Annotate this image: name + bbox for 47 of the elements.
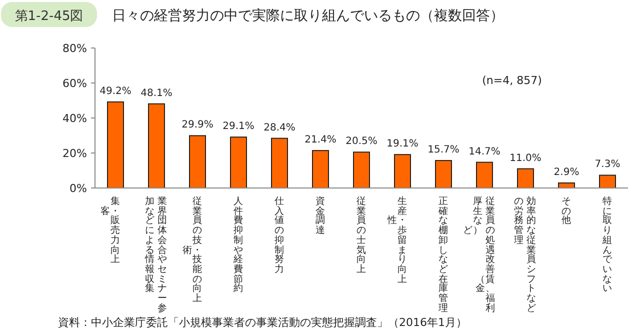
data-label: 21.4% <box>304 134 336 146</box>
bar <box>353 152 370 188</box>
data-label: 29.9% <box>182 120 214 131</box>
bar <box>435 160 452 188</box>
y-tick-label: 80% <box>62 42 87 55</box>
data-label: 20.5% <box>346 136 378 148</box>
figure-number: 第1-2-45図 <box>1 2 97 27</box>
y-tick-label: 20% <box>62 147 87 160</box>
chart-title: 日々の経営努力の中で実際に取り組んでいるもの（複数回答） <box>112 8 504 24</box>
bar <box>599 174 616 188</box>
data-label: 2.9% <box>554 166 580 178</box>
category-label: 効率的な従業員シフトなどの労務管理 <box>514 196 537 314</box>
category-label: 業界団体会合やセミナー参加などによる情報収集 <box>145 196 168 314</box>
data-label: 48.1% <box>140 88 172 99</box>
bar <box>271 138 288 188</box>
data-label: 15.7% <box>428 144 460 156</box>
bar <box>107 101 124 188</box>
x-tick-label: 従業員の士気向上 <box>356 196 366 275</box>
x-tick-label: 資金調達 <box>315 196 326 236</box>
data-label: 14.7% <box>468 146 500 158</box>
bar <box>394 154 411 188</box>
category-label: 正確な棚卸しなど在庫管理 <box>438 196 448 314</box>
category-label: 従業員の処遇改善（賃金、福利厚生など） <box>463 196 496 314</box>
x-tick-label: 集客・販売力向上 <box>100 196 120 266</box>
bar <box>148 103 165 188</box>
x-tick-label: 仕入値の抑制努力 <box>274 196 284 275</box>
data-label: 11.0% <box>510 152 542 164</box>
category-label: 特に取り組んでいない <box>602 196 612 294</box>
bar <box>189 135 206 188</box>
bar <box>312 150 329 188</box>
text: 資料：中小企業庁委託「小規模事業者の事業活動の実態把握調査」（2016年1月） <box>58 316 467 329</box>
data-label: 28.4% <box>264 122 296 134</box>
annotation: (n=4, 857) <box>482 74 542 87</box>
category-label: 生産性・歩留まり向上 <box>387 196 408 285</box>
data-label: 7.3% <box>594 159 620 170</box>
category-label: 従業員の技術・技能の向上 <box>182 196 202 304</box>
bar <box>476 162 493 188</box>
y-tick-label: 40% <box>62 112 87 125</box>
y-tick-label: 0% <box>70 182 87 195</box>
x-tick-label: その他 <box>561 196 572 226</box>
bar <box>230 136 247 188</box>
data-label: 19.1% <box>386 138 418 150</box>
data-label: 49.2% <box>100 86 132 97</box>
y-tick-label: 60% <box>62 77 87 90</box>
bar <box>517 168 534 188</box>
category-label: 人件費抑制や経費節約 <box>233 196 244 294</box>
data-label: 29.1% <box>222 121 254 132</box>
